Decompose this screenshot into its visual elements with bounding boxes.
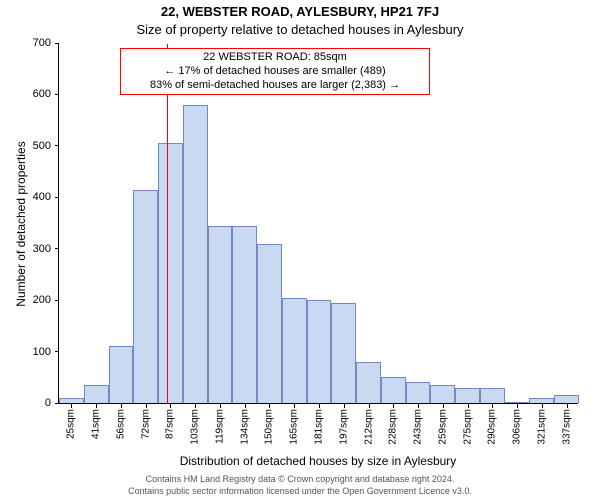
x-tick-label: 228sqm (388, 409, 399, 445)
x-tick-label: 87sqm (165, 409, 176, 439)
histogram-bar (109, 346, 134, 403)
y-tick-label: 500 (33, 140, 59, 152)
x-tick-label: 321sqm (536, 409, 547, 445)
histogram-bar (133, 190, 158, 403)
x-tick-label: 275sqm (462, 409, 473, 445)
x-tick-label: 72sqm (140, 409, 151, 439)
y-tick-label: 700 (33, 37, 59, 49)
histogram-bar (505, 402, 530, 403)
footer-line-2: Contains public sector information licen… (0, 486, 600, 496)
reference-line (167, 44, 168, 404)
x-axis-label: Distribution of detached houses by size … (58, 454, 578, 468)
x-tick-label: 337sqm (561, 409, 572, 445)
histogram-bar (356, 362, 381, 403)
histogram-bar (257, 244, 282, 403)
histogram-bar (480, 388, 505, 403)
callout-line: ← 17% of detached houses are smaller (48… (127, 65, 423, 79)
x-tick-label: 119sqm (214, 409, 225, 444)
address-title: 22, WEBSTER ROAD, AYLESBURY, HP21 7FJ (0, 4, 600, 19)
histogram-bar (430, 385, 455, 403)
histogram-bar (554, 395, 579, 403)
histogram-bar (331, 303, 356, 403)
footer-line-1: Contains HM Land Registry data © Crown c… (0, 474, 600, 484)
subtitle: Size of property relative to detached ho… (0, 22, 600, 37)
y-tick-label: 200 (33, 294, 59, 306)
x-tick-label: 259sqm (437, 409, 448, 445)
histogram-bar (208, 226, 233, 403)
y-tick-label: 400 (33, 191, 59, 203)
callout-line: 22 WEBSTER ROAD: 85sqm (127, 51, 423, 65)
histogram-bar (455, 388, 480, 403)
y-axis-label: Number of detached properties (14, 124, 28, 324)
y-tick-label: 300 (33, 243, 59, 255)
y-tick-label: 100 (33, 346, 59, 358)
x-tick-label: 197sqm (338, 409, 349, 445)
callout-box: 22 WEBSTER ROAD: 85sqm← 17% of detached … (120, 48, 430, 95)
x-tick-label: 25sqm (66, 409, 77, 439)
histogram-bar (307, 300, 332, 403)
x-tick-label: 306sqm (512, 409, 523, 445)
histogram-bar (59, 398, 84, 403)
chart-container: 22, WEBSTER ROAD, AYLESBURY, HP21 7FJ Si… (0, 0, 600, 500)
x-tick-label: 56sqm (115, 409, 126, 439)
histogram-bar (84, 385, 109, 403)
histogram-bar (381, 377, 406, 403)
x-tick-label: 165sqm (289, 409, 300, 445)
x-tick-label: 103sqm (190, 409, 201, 445)
histogram-bar (529, 398, 554, 403)
x-tick-label: 181sqm (314, 409, 325, 445)
x-tick-label: 150sqm (264, 409, 275, 445)
x-tick-label: 290sqm (487, 409, 498, 445)
plot-area: 010020030040050060070025sqm41sqm56sqm72s… (58, 44, 578, 404)
x-tick-label: 212sqm (363, 409, 374, 445)
x-tick-label: 134sqm (239, 409, 250, 445)
x-tick-label: 41sqm (91, 409, 102, 439)
histogram-bar (406, 382, 431, 403)
histogram-bar (158, 143, 183, 403)
callout-line: 83% of semi-detached houses are larger (… (127, 79, 423, 93)
y-tick-label: 0 (45, 397, 59, 409)
histogram-bar (282, 298, 307, 403)
x-tick-label: 243sqm (413, 409, 424, 445)
histogram-bar (183, 105, 208, 403)
histogram-bar (232, 226, 257, 403)
y-tick-label: 600 (33, 88, 59, 100)
